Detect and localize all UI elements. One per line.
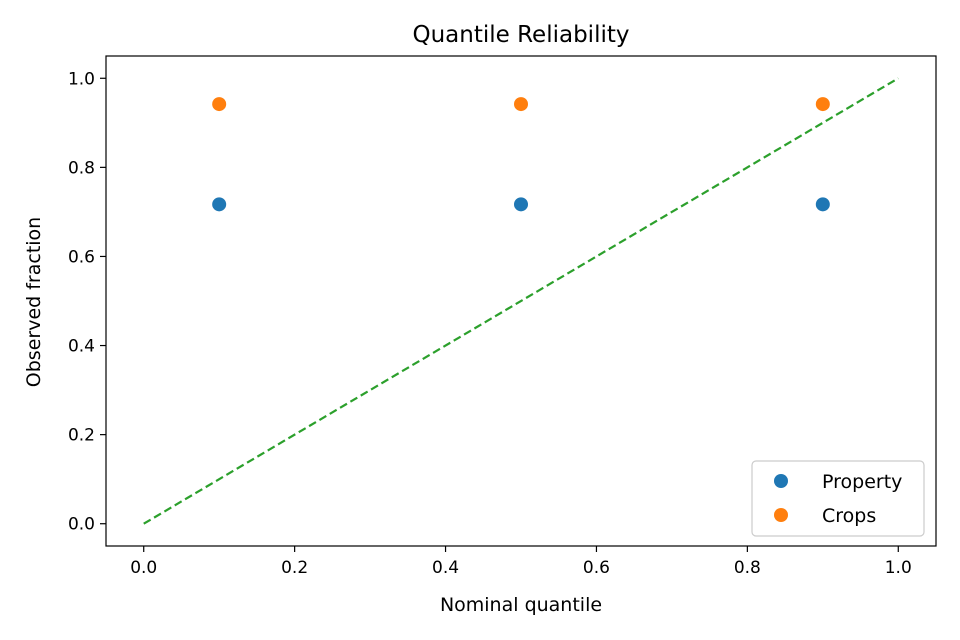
reference-line-layer — [143, 77, 899, 525]
x-tick-label: 0.4 — [432, 558, 459, 578]
x-axis-label: Nominal quantile — [440, 594, 602, 616]
data-points-layer — [212, 97, 830, 212]
plot-frame — [105, 55, 937, 547]
chart-title: Quantile Reliability — [413, 22, 630, 48]
data-point-crops — [212, 97, 227, 112]
x-tick-label: 0.0 — [130, 558, 157, 578]
y-tick-label: 0.8 — [68, 158, 95, 178]
data-point-property — [815, 197, 830, 212]
data-point-property — [514, 197, 528, 212]
y-tick-label: 0.2 — [68, 426, 95, 446]
y-axis-ticks: 0.0 0.2 0.4 0.6 0.8 1.0 — [68, 69, 106, 535]
data-point-property — [212, 197, 227, 212]
y-tick-label: 1.0 — [68, 69, 95, 89]
legend-label-crops: Crops — [822, 505, 876, 527]
x-axis-ticks: 0.0 0.2 0.4 0.6 0.8 1.0 — [130, 546, 912, 578]
y-tick-label: 0.0 — [68, 515, 95, 535]
y-tick-label: 0.6 — [68, 247, 95, 267]
legend-marker-property — [774, 474, 788, 488]
data-point-crops — [815, 97, 830, 112]
legend-marker-crops — [774, 508, 788, 522]
x-tick-label: 0.2 — [281, 558, 308, 578]
legend-frame — [751, 460, 925, 537]
y-axis-label: Observed fraction — [23, 217, 45, 387]
x-tick-label: 0.8 — [734, 558, 761, 578]
legend-label-property: Property — [822, 471, 902, 493]
x-tick-label: 1.0 — [885, 558, 912, 578]
x-tick-label: 0.6 — [583, 558, 610, 578]
legend: Property Crops — [751, 460, 925, 537]
plot-area — [105, 55, 937, 547]
reference-diagonal-line — [143, 77, 899, 525]
y-tick-label: 0.4 — [68, 337, 95, 357]
data-point-crops — [514, 97, 528, 112]
